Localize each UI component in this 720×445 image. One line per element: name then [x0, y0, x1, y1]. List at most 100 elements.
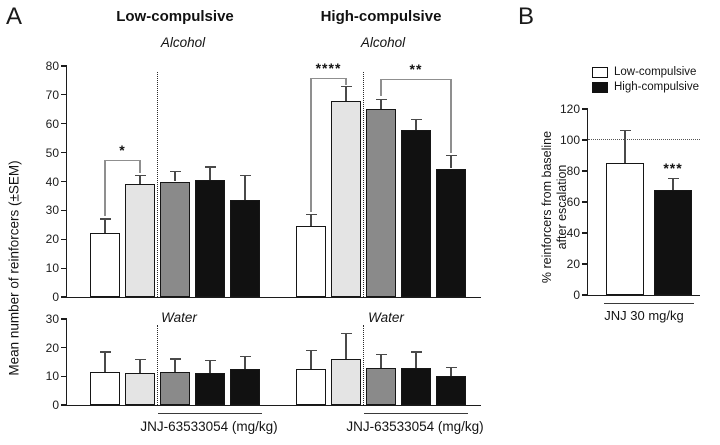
- bar: [366, 367, 396, 405]
- bar: [195, 180, 225, 297]
- tick-mark: [582, 294, 588, 296]
- tick-mark: [582, 201, 588, 203]
- baseline-percent-chart: 0 20 40 60 80 100 120 ***: [560, 102, 700, 304]
- bracket-h: [381, 78, 451, 81]
- tick-label: 10: [45, 369, 59, 384]
- err-cap: [99, 351, 111, 353]
- err-line: [139, 359, 141, 373]
- tick-label: 30: [45, 203, 59, 218]
- err-line: [345, 333, 347, 360]
- err-cap: [340, 332, 352, 334]
- err-cap: [204, 166, 216, 168]
- tick-label: 70: [45, 87, 59, 102]
- tick-mark: [61, 180, 67, 183]
- bar: [125, 184, 155, 297]
- tick-mark: [61, 347, 67, 349]
- err-cap: [667, 178, 679, 180]
- water-bar-chart: 0 10 20 30: [46, 312, 481, 414]
- tick-label: 20: [566, 257, 580, 271]
- tick-mark: [61, 296, 67, 298]
- panel-a-label: A: [6, 3, 23, 30]
- subtitle-alcohol-left: Alcohol: [160, 35, 206, 50]
- tick-mark: [61, 65, 67, 67]
- bar: [230, 200, 260, 297]
- tick-label: 80: [45, 59, 59, 73]
- tick-label: 60: [566, 195, 580, 209]
- err-cap: [410, 118, 422, 121]
- err-line: [345, 86, 347, 101]
- alcohol-bar-chart: 0 10 20 30 40 50 60 70 80 * **** **: [46, 59, 481, 304]
- tick-mark: [582, 108, 588, 110]
- err-cap: [134, 359, 146, 361]
- err-cap: [305, 214, 317, 216]
- xunderline: [604, 302, 694, 304]
- err-cap: [99, 218, 111, 220]
- tick-label: 10: [45, 261, 59, 276]
- legend-label-low-compulsive: Low-compulsive: [614, 66, 697, 78]
- tick-label: 0: [573, 288, 580, 302]
- tick-label: 20: [45, 232, 59, 247]
- err-cap: [169, 170, 181, 173]
- bracket-v: [380, 78, 382, 97]
- bar: [125, 372, 155, 405]
- x-axis-label-jnj-right: JNJ-63533054 (mg/kg): [346, 419, 484, 434]
- err-line: [244, 356, 246, 370]
- header-high-compulsive: High-compulsive: [320, 8, 442, 25]
- err-cap: [204, 359, 216, 362]
- err-cap: [375, 354, 387, 356]
- xunderline: [158, 412, 262, 414]
- x-axis-label-jnj30: JNJ 30 mg/kg: [604, 308, 684, 323]
- legend-label-high-compulsive: High-compulsive: [614, 81, 700, 93]
- divider: [362, 72, 364, 297]
- err-line: [209, 360, 211, 374]
- tick-mark: [61, 123, 67, 125]
- err-cap: [375, 98, 387, 100]
- divider: [156, 72, 158, 297]
- tick-label: 20: [45, 340, 59, 355]
- tick-label: 120: [559, 102, 580, 116]
- tick-label: 80: [566, 164, 580, 178]
- err-line: [310, 350, 312, 370]
- err-line: [209, 167, 211, 181]
- tick-mark: [582, 232, 588, 234]
- tick-label: 50: [45, 145, 59, 160]
- err-line: [380, 99, 382, 110]
- bracket-h: [311, 77, 346, 79]
- err-line: [450, 155, 452, 169]
- bar: [195, 373, 225, 405]
- bar: [654, 189, 692, 295]
- err-cap: [410, 351, 422, 353]
- err-line: [174, 171, 176, 182]
- tick-mark: [61, 375, 67, 377]
- bracket-v: [139, 159, 141, 173]
- tick-mark: [61, 209, 67, 211]
- tick-mark: [61, 94, 67, 96]
- tick-label: 40: [566, 226, 580, 240]
- err-line: [624, 130, 626, 164]
- err-line: [450, 367, 452, 377]
- legend-item-low-compulsive: Low-compulsive: [592, 66, 699, 78]
- legend-swatch-low-compulsive: [592, 66, 608, 78]
- tick-mark: [61, 152, 67, 154]
- bar: [606, 163, 644, 295]
- sig: ***: [663, 159, 683, 176]
- legend-swatch-high-compulsive: [592, 81, 608, 93]
- tick-mark: [61, 267, 67, 269]
- err-line: [139, 175, 141, 185]
- err-cap: [445, 367, 457, 369]
- bar: [331, 100, 361, 297]
- divider: [362, 325, 364, 405]
- err-cap: [239, 175, 251, 177]
- err-line: [104, 219, 106, 234]
- y-axis-label-panel-a: Mean number of reinforcers (±SEM): [6, 160, 22, 376]
- subtitle-water-left: Water: [161, 310, 197, 325]
- tick-mark: [61, 318, 67, 320]
- err-line: [310, 214, 312, 227]
- y-axis-label-line1: % reinforcers from baseline: [540, 130, 554, 284]
- x-axis-label-jnj-left: JNJ-63533054 (mg/kg): [140, 419, 278, 434]
- err-line: [104, 351, 106, 373]
- err-line: [244, 175, 246, 201]
- bar: [90, 372, 120, 405]
- bar: [401, 129, 431, 297]
- bar: [436, 168, 466, 297]
